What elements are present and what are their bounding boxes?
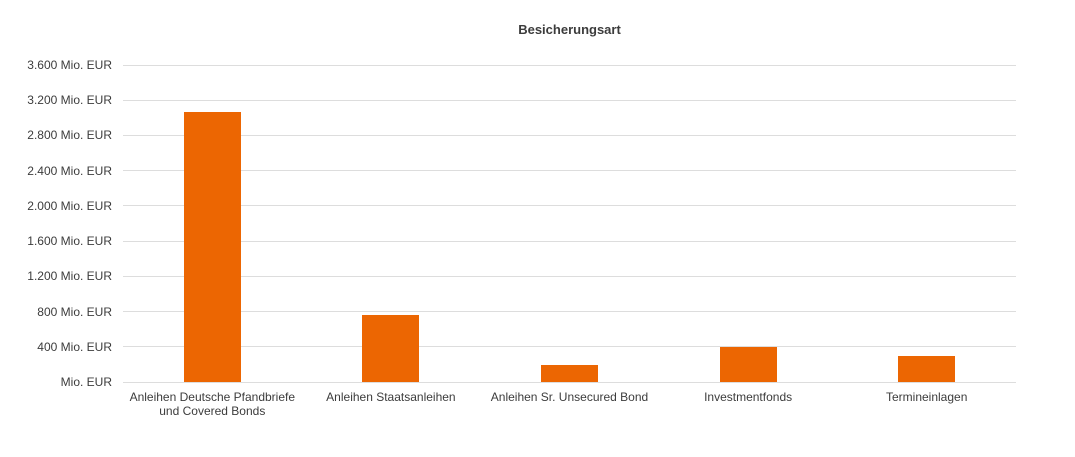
x-axis-category-label: Anleihen Staatsanleihen xyxy=(326,390,456,404)
x-axis-category-label: Anleihen Sr. Unsecured Bond xyxy=(490,390,649,404)
gridline xyxy=(123,99,1016,101)
gridline xyxy=(123,346,1016,348)
bar[interactable] xyxy=(362,314,420,382)
y-axis-tick-label: 400 Mio. EUR xyxy=(37,339,112,354)
y-axis-tick-label: Mio. EUR xyxy=(60,375,112,389)
bar[interactable] xyxy=(719,347,777,382)
bar[interactable] xyxy=(183,111,241,382)
gridline xyxy=(123,134,1016,136)
y-axis-tick-label: 1.600 Mio. EUR xyxy=(27,234,112,249)
gridline xyxy=(123,64,1016,66)
gridline xyxy=(123,240,1016,242)
bar[interactable] xyxy=(541,365,598,382)
y-axis-tick-label: 2.000 Mio. EUR xyxy=(27,198,112,213)
y-axis-tick-label: 800 Mio. EUR xyxy=(37,304,112,319)
y-axis-tick-label: 2.400 Mio. EUR xyxy=(27,163,112,178)
y-axis-tick-label: 3.600 Mio. EUR xyxy=(27,58,112,72)
gridline xyxy=(123,205,1016,207)
chart-title: Besicherungsart xyxy=(518,22,621,37)
y-axis-tick-label: 3.200 Mio. EUR xyxy=(27,93,112,108)
x-axis-category-label: Investmentfonds xyxy=(704,390,793,404)
gridline xyxy=(123,381,1016,383)
gridline xyxy=(123,170,1016,172)
x-axis-category-label: Anleihen Deutsche Pfandbriefe und Covere… xyxy=(129,390,296,418)
gridline xyxy=(123,275,1016,277)
y-axis-tick-label: 1.200 Mio. EUR xyxy=(27,269,112,284)
bar[interactable] xyxy=(898,356,956,382)
plot-area: Mio. EUR 400 Mio. EUR 800 Mio. EUR 1.200 Mi… xyxy=(27,58,1016,418)
y-axis-tick-label: 2.800 Mio. EUR xyxy=(27,128,112,143)
x-axis-category-label: Termineinlagen xyxy=(885,390,968,404)
gridline xyxy=(123,311,1016,313)
